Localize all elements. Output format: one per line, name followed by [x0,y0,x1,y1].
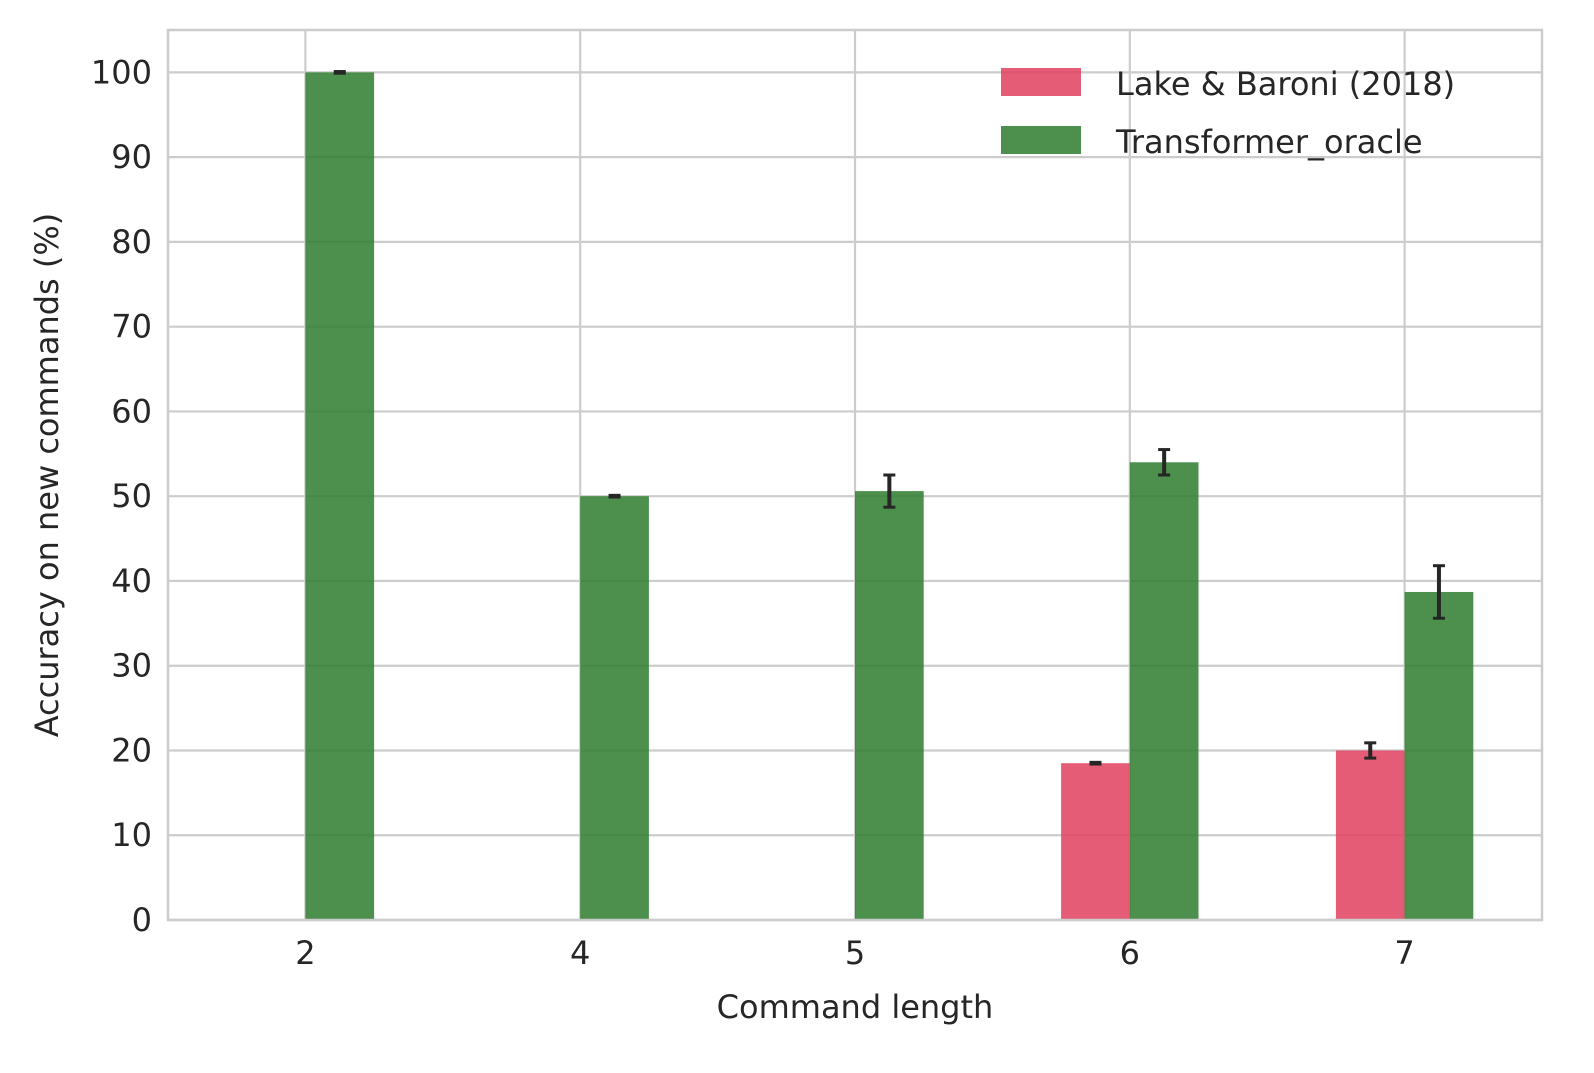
legend-label: Lake & Baroni (2018) [1116,65,1455,103]
y-axis-label: Accuracy on new commands (%) [28,213,66,738]
error-bar [1364,741,1377,760]
y-tick-label: 40 [111,562,152,600]
bar-transformer-oracle-4 [580,496,649,920]
error-bar [608,493,621,499]
x-tick-label: 5 [845,934,865,972]
x-tick-label: 6 [1120,934,1140,972]
y-tick-label: 70 [111,308,152,346]
error-bar [1158,448,1171,477]
bar-transformer-oracle-6 [1129,462,1199,920]
y-tick-label: 90 [111,138,152,176]
y-tick-label: 50 [111,477,152,515]
y-tick-label: 20 [111,731,152,769]
legend: Lake & Baroni (2018) Transformer_oracle [1001,65,1455,161]
bar-lake-baroni-7 [1335,750,1405,920]
bar-transformer-oracle-2 [305,72,375,920]
bar-transformer-oracle-7 [1404,591,1474,920]
plot-frame [166,28,1544,922]
y-tick-label: 100 [91,53,152,91]
x-axis-label: Command length [717,988,994,1026]
x-tick-label: 7 [1394,934,1414,972]
x-axis-ticks: 2 4 5 6 7 [295,934,1415,972]
y-axis-ticks: 0 10 20 30 40 50 60 70 80 90 100 [91,53,152,939]
x-tick-label: 4 [570,934,590,972]
legend-swatch [1001,68,1081,96]
error-bar [1089,760,1102,766]
y-tick-label: 10 [111,816,152,854]
x-tick-label: 2 [295,934,315,972]
y-tick-label: 0 [132,901,152,939]
legend-item: Lake & Baroni (2018) [1001,65,1455,103]
y-tick-label: 80 [111,223,152,261]
legend-item: Transformer_oracle [1001,123,1423,161]
error-bars [333,70,1445,766]
error-bar [1432,564,1445,620]
bar-lake-baroni-6 [1061,763,1130,920]
legend-swatch [1001,126,1081,154]
bars [305,72,1474,920]
y-tick-label: 30 [111,647,152,685]
error-bar [333,70,346,75]
error-bar [883,473,896,509]
y-tick-label: 60 [111,392,152,430]
legend-label: Transformer_oracle [1115,123,1423,161]
bar-transformer-oracle-5 [855,491,924,920]
